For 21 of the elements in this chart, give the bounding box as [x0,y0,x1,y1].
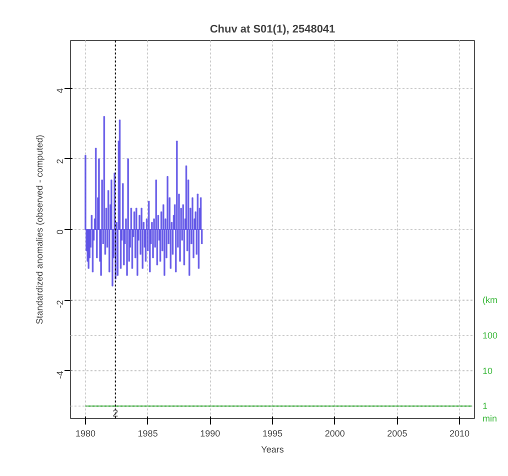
y2-tick-label: 10 [482,366,493,376]
y-tick-label: 0 [55,229,65,235]
x-tick-label: 1990 [200,428,220,438]
x-tick-label: 1995 [262,428,283,438]
y-tick-label: 4 [55,88,65,94]
y2-tick-label: min [482,414,498,424]
y-tick-label: -2 [55,300,65,308]
y-tick-label: 2 [55,158,65,164]
y2-tick-label: 1 [482,401,488,412]
x-tick-label: 2000 [324,428,345,438]
y2-tick-label: (km [482,295,498,306]
x-tick-label: 1980 [75,428,96,438]
y-axis-title: Standardized anomalies (observed - computed) [34,134,44,324]
x-tick-label: 2005 [387,428,408,438]
x-axis-title: Years [261,444,284,454]
chart-title: Chuv at S01(1), 2548041 [210,24,336,36]
y2-tick-label: 100 [482,330,498,340]
x-tick-label: 2010 [450,428,470,438]
y-tick-label: -4 [55,370,65,379]
x-tick-label: 1985 [138,428,158,438]
annotation: 2 [112,408,119,420]
